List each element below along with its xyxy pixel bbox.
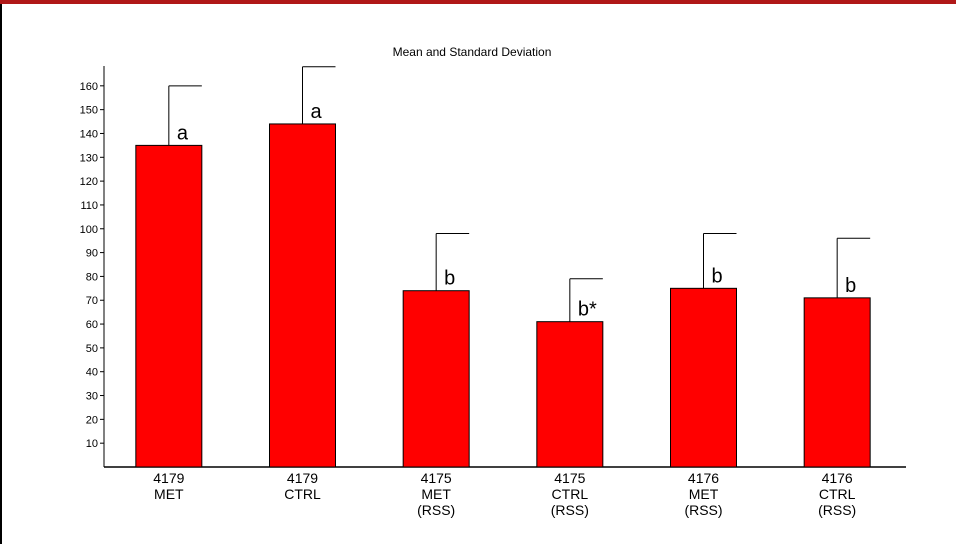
y-tick-label: 150: [80, 105, 98, 117]
y-tick-label: 110: [80, 200, 98, 212]
bar: [135, 144, 203, 468]
labels-layer: a4179METa4179CTRLb4175MET(RSS)b*4175CTRL…: [153, 101, 856, 518]
category-label: (RSS): [818, 502, 856, 518]
bar: [670, 287, 737, 468]
bar: [536, 321, 604, 468]
y-tick-label: 100: [80, 224, 98, 236]
y-tick-label: 50: [86, 343, 98, 355]
category-label: MET: [689, 486, 719, 502]
bar: [269, 123, 336, 468]
category-label: (RSS): [684, 502, 722, 518]
left-rule: [0, 4, 2, 544]
chart-title: Mean and Standard Deviation: [393, 45, 552, 59]
significance-label: b*: [578, 299, 597, 321]
category-label: CTRL: [552, 486, 589, 502]
category-label: 4175: [554, 470, 585, 486]
y-tick-label: 70: [86, 295, 98, 307]
y-tick-label: 160: [80, 81, 98, 93]
category-label: MET: [154, 486, 184, 502]
category-label: MET: [421, 486, 451, 502]
y-tick-label: 10: [86, 438, 98, 450]
category-label: 4179: [287, 470, 318, 486]
significance-label: a: [311, 101, 323, 123]
category-label: 4176: [688, 470, 719, 486]
bar: [402, 290, 470, 468]
category-label: 4179: [153, 470, 184, 486]
category-label: 4175: [421, 470, 452, 486]
bars-layer: [135, 66, 871, 468]
y-tick-label: 140: [80, 128, 98, 140]
significance-label: b: [712, 265, 723, 287]
y-tick-label: 80: [86, 271, 98, 283]
y-tick-label: 90: [86, 248, 98, 260]
category-label: 4176: [822, 470, 853, 486]
y-tick-label: 40: [86, 367, 98, 379]
significance-label: a: [177, 122, 189, 144]
y-tick-label: 60: [86, 319, 98, 331]
category-label: CTRL: [819, 486, 856, 502]
category-label: (RSS): [551, 502, 589, 518]
y-tick-label: 30: [86, 391, 98, 403]
axis-layer: 10 20 30 40 50 60 70 80 90 100 110 120 130 140 150 160: [80, 66, 906, 468]
y-tick-label: 120: [80, 176, 98, 188]
significance-label: b: [444, 268, 455, 290]
y-tick-label: 20: [86, 414, 98, 426]
significance-label: b: [845, 275, 856, 297]
category-label: (RSS): [417, 502, 455, 518]
category-label: CTRL: [284, 486, 321, 502]
top-rule: [0, 0, 956, 4]
bar: [803, 297, 871, 468]
y-tick-label: 130: [80, 152, 98, 164]
